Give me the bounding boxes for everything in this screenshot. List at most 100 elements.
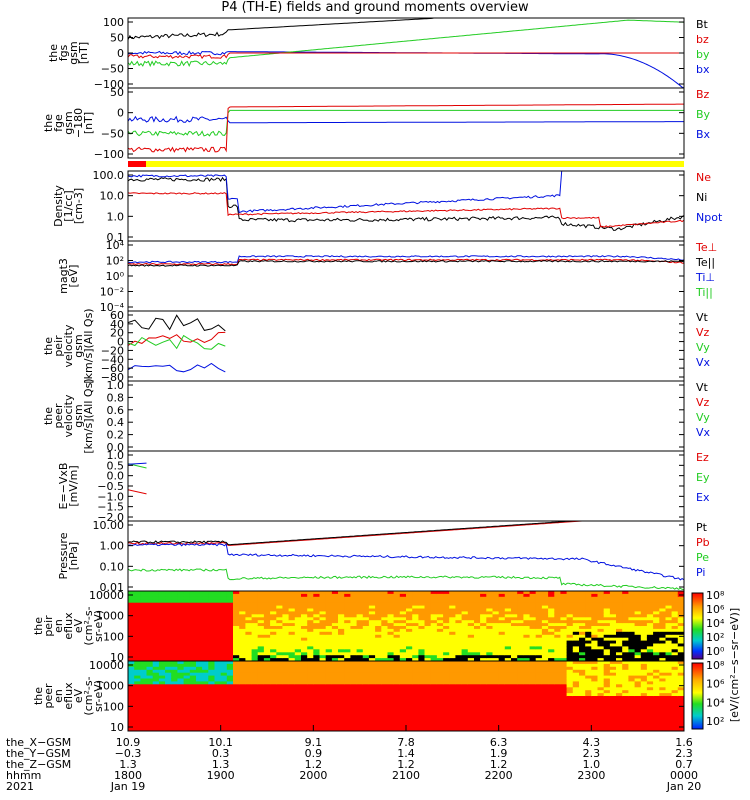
peir-spectrogram-cell <box>504 631 512 636</box>
peir-spectrogram-cell <box>282 655 290 659</box>
peer-spectrogram-cell <box>579 672 586 677</box>
peer-spectrogram-cell <box>301 722 308 726</box>
peir-spectrogram-cell <box>301 591 308 595</box>
peer-spectrogram-cell <box>171 722 178 726</box>
peer-spectrogram-cell <box>387 725 395 729</box>
peir-spectrogram-cell <box>257 593 265 598</box>
peer-spectrogram-cell <box>399 669 407 674</box>
peer-spectrogram-cell <box>467 661 475 665</box>
peir-spectrogram-cell <box>257 646 265 650</box>
peer-spectrogram-cell <box>548 672 555 677</box>
peer-spectrogram-cell <box>436 669 444 674</box>
peer-spectrogram-cell <box>560 672 568 677</box>
peer-spectrogram-cell <box>504 666 512 671</box>
peer-spectrogram-cell <box>177 684 185 688</box>
peir-spectrogram-cell <box>325 631 333 636</box>
peer-spectrogram-cell <box>158 663 166 668</box>
peir-spectrogram-cell <box>399 599 407 604</box>
y-tick-label: 100 <box>103 630 124 643</box>
peir-spectrogram-cell <box>325 620 333 624</box>
peer-spectrogram-cell <box>344 704 351 709</box>
peer-spectrogram-cell <box>344 693 351 697</box>
peer-spectrogram-cell <box>609 687 617 691</box>
peer-spectrogram-cell <box>529 681 537 685</box>
peir-spectrogram-cell <box>319 602 327 607</box>
peir-spectrogram-cell <box>356 602 364 607</box>
peir-spectrogram-cell <box>375 605 382 609</box>
peer-spectrogram-cell <box>554 684 561 688</box>
peer-spectrogram-cell <box>294 698 302 703</box>
peir-spectrogram-cell <box>449 646 456 650</box>
peir-spectrogram-cell <box>585 591 592 595</box>
peir-spectrogram-cell <box>579 614 586 618</box>
peir-spectrogram-cell <box>202 614 209 618</box>
peir-spectrogram-cell <box>418 611 426 615</box>
peer-spectrogram-cell <box>436 666 444 671</box>
peer-spectrogram-cell <box>616 704 623 709</box>
peer-spectrogram-cell <box>455 716 463 720</box>
peir-spectrogram-cell <box>548 634 555 639</box>
peer-spectrogram-cell <box>368 696 376 700</box>
peir-spectrogram-cell <box>301 658 308 662</box>
peir-spectrogram-cell <box>368 608 376 612</box>
peir-spectrogram-cell <box>134 634 141 639</box>
peir-spectrogram-cell <box>282 640 290 644</box>
peir-spectrogram-cell <box>331 628 339 633</box>
peir-spectrogram-cell <box>165 608 172 612</box>
peer-spectrogram-cell <box>270 698 277 703</box>
peir-spectrogram-cell <box>603 655 611 659</box>
peir-spectrogram-cell <box>140 605 148 609</box>
peir-spectrogram-cell <box>467 649 475 653</box>
peir-spectrogram-cell <box>634 652 642 656</box>
peir-spectrogram-cell <box>603 614 611 618</box>
peir-spectrogram-cell <box>288 611 296 615</box>
peir-vy-line <box>127 334 226 350</box>
peer-spectrogram-cell <box>319 719 327 723</box>
peir-spectrogram-cell <box>387 628 395 633</box>
peer-spectrogram-cell <box>529 713 537 717</box>
peir-spectrogram-cell <box>443 631 450 636</box>
peir-spectrogram-cell <box>338 658 345 662</box>
peer-spectrogram-cell <box>677 690 685 694</box>
peer-spectrogram-cell <box>628 669 636 674</box>
peir-spectrogram-cell <box>548 626 555 630</box>
peir-spectrogram-cell <box>492 649 500 653</box>
peir-spectrogram-cell <box>294 617 302 621</box>
peer-spectrogram-cell <box>208 696 215 700</box>
peer-spectrogram-cell <box>307 707 314 712</box>
peer-spectrogram-cell <box>480 719 487 723</box>
peir-spectrogram-cell <box>511 637 518 642</box>
peer-spectrogram-cell <box>659 716 666 720</box>
peir-spectrogram-cell <box>591 614 598 618</box>
peir-spectrogram-cell <box>171 591 178 595</box>
peir-spectrogram-cell <box>591 643 598 647</box>
peir-spectrogram-cell <box>424 655 432 659</box>
peir-spectrogram-cell <box>653 605 660 609</box>
peir-spectrogram-cell <box>418 640 426 644</box>
peer-spectrogram-cell <box>165 675 172 679</box>
peir-spectrogram-cell <box>368 593 376 598</box>
peir-spectrogram-cell <box>480 593 487 598</box>
peir-spectrogram-cell <box>412 614 419 618</box>
peir-spectrogram-cell <box>165 646 172 650</box>
peir-spectrogram-cell <box>597 646 605 650</box>
peir-spectrogram-cell <box>467 631 475 636</box>
peer-spectrogram-cell <box>381 687 388 691</box>
peir-spectrogram-cell <box>319 649 327 653</box>
peer-spectrogram-cell <box>628 722 636 726</box>
peer-spectrogram-cell <box>381 719 388 723</box>
peir-spectrogram-cell <box>301 614 308 618</box>
peer-spectrogram-cell <box>628 684 636 688</box>
peir-spectrogram-cell <box>282 631 290 636</box>
peir-spectrogram-cell <box>233 605 240 609</box>
peir-spectrogram-cell <box>412 602 419 607</box>
peir-spectrogram-cell <box>344 614 351 618</box>
peer-spectrogram-cell <box>183 693 191 697</box>
peer-spectrogram-cell <box>319 666 327 671</box>
peir-spectrogram-cell <box>609 652 617 656</box>
peir-spectrogram-cell <box>393 640 401 644</box>
peer-spectrogram-cell <box>665 690 673 694</box>
peir-spectrogram-cell <box>375 631 382 636</box>
peer-spectrogram-cell <box>381 704 388 709</box>
peir-spectrogram-cell <box>430 640 438 644</box>
